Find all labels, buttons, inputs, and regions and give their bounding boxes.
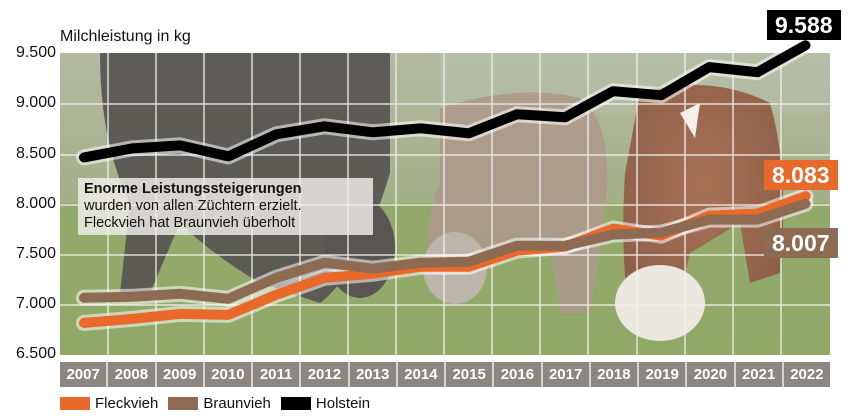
y-tick-9000: 9.000 (15, 94, 56, 111)
x-tick: 2009 (154, 362, 203, 387)
braunvieh-end-label: 8.007 (764, 228, 838, 258)
annotation-line-2: Fleckvieh hat Braunvieh überholt (84, 215, 296, 231)
x-tick: 2014 (395, 362, 444, 387)
y-tick-6500: 6.500 (15, 345, 56, 362)
x-axis: 2007 2008 2009 2010 2011 2012 2013 2014 … (60, 362, 830, 387)
x-tick: 2017 (540, 362, 589, 387)
x-tick: 2016 (492, 362, 540, 387)
braunvieh-swatch-icon (168, 397, 199, 410)
x-tick: 2011 (251, 362, 299, 387)
legend-label: Holstein (315, 395, 371, 412)
x-tick: 2020 (685, 362, 733, 387)
legend-item-braunvieh: Braunvieh (168, 395, 271, 412)
annotation-headline: Enorme Leistungssteigerungen (84, 181, 302, 197)
y-tick-9500: 9.500 (15, 44, 56, 61)
x-tick: 2010 (202, 362, 251, 387)
x-tick: 2018 (588, 362, 637, 387)
holstein-line (79, 40, 811, 163)
legend: Fleckvieh Braunvieh Holstein (60, 395, 380, 412)
y-tick-8500: 8.500 (15, 145, 56, 162)
x-tick: 2012 (299, 362, 347, 387)
x-tick: 2022 (781, 362, 830, 387)
legend-label: Braunvieh (203, 395, 271, 412)
fleckvieh-end-label: 8.083 (764, 160, 838, 190)
x-tick: 2015 (444, 362, 492, 387)
x-tick: 2007 (66, 366, 100, 383)
annotation-box: Enorme Leistungssteigerungen wurden von … (78, 178, 373, 235)
legend-item-holstein: Holstein (280, 395, 371, 412)
y-tick-8000: 8.000 (15, 195, 56, 212)
x-tick: 2013 (347, 362, 396, 387)
holstein-end-label: 9.588 (767, 10, 841, 40)
x-tick: 2019 (637, 362, 685, 387)
legend-item-fleckvieh: Fleckvieh (60, 395, 158, 412)
legend-label: Fleckvieh (95, 395, 159, 412)
braunvieh-line (79, 198, 811, 304)
x-tick: 2008 (106, 362, 154, 387)
y-tick-7000: 7.000 (15, 295, 56, 312)
y-axis-title: Milchleistung in kg (60, 28, 191, 45)
x-tick: 2021 (733, 362, 782, 387)
annotation-line-1: wurden von allen Züchtern erzielt. (84, 198, 302, 214)
holstein-swatch-icon (280, 397, 311, 410)
y-tick-7500: 7.500 (15, 245, 56, 262)
fleckvieh-swatch-icon (60, 397, 90, 410)
